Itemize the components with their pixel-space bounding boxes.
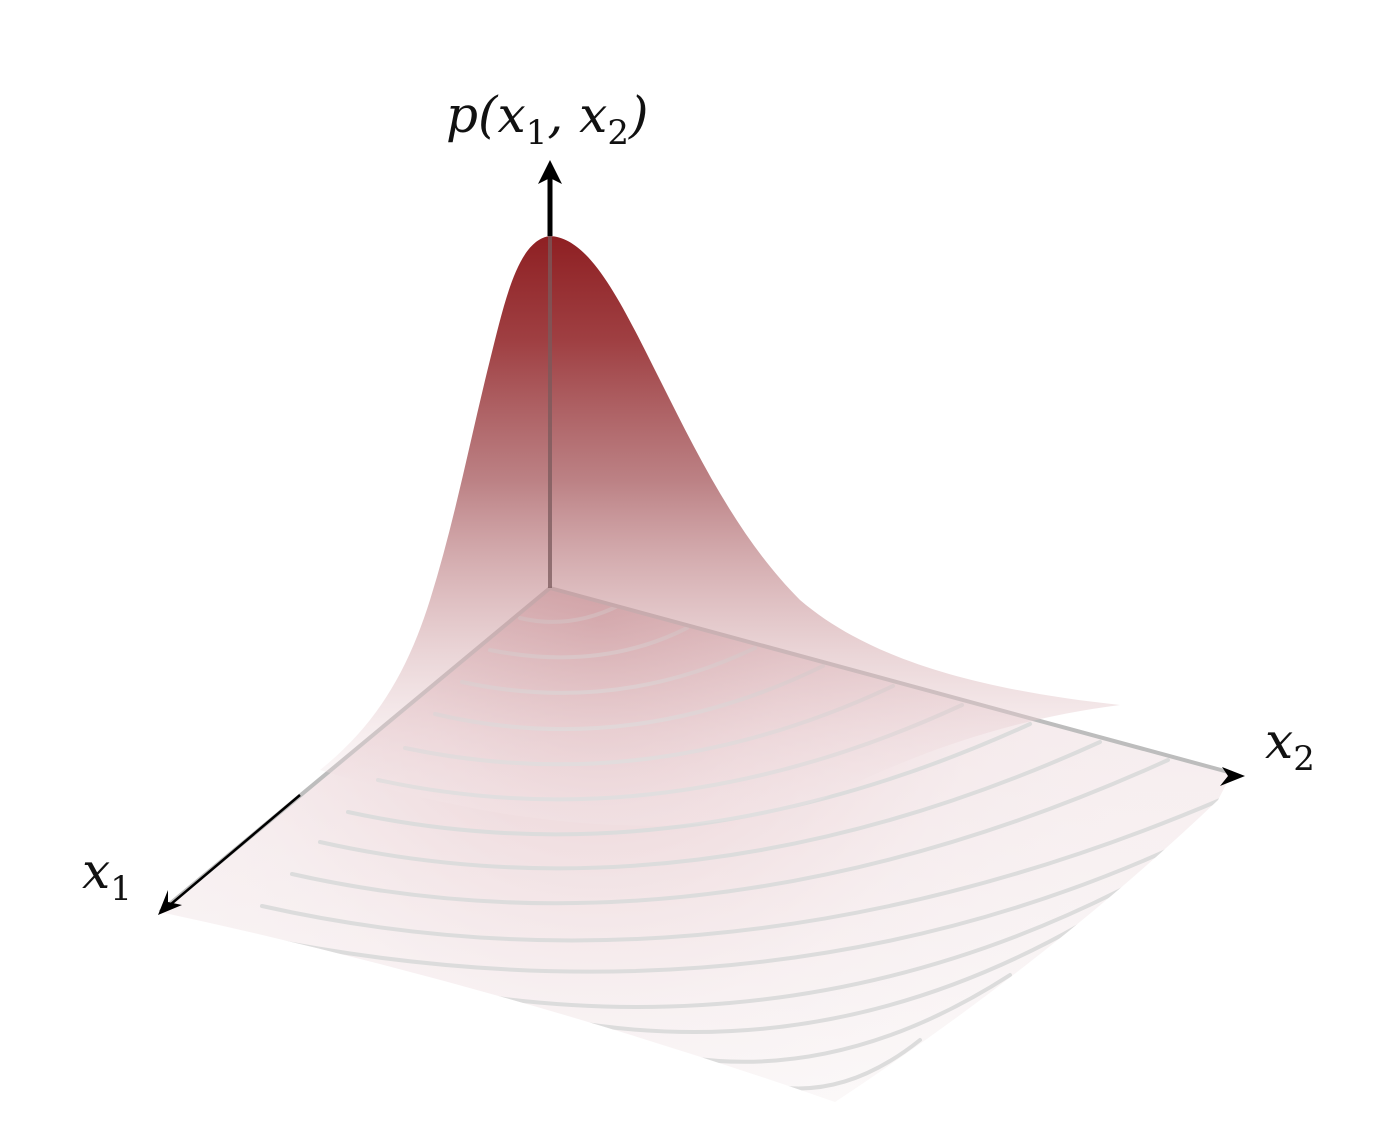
x1-axis-line — [163, 794, 301, 911]
density-peak-surface — [320, 236, 1120, 826]
x2-axis-arrowhead — [1220, 767, 1245, 786]
x1-axis-label: x1 — [82, 842, 132, 909]
x1-axis-arrowhead — [158, 890, 182, 915]
x2-axis-label: x2 — [1265, 712, 1315, 779]
z-axis-label: p(x1, x2) — [446, 86, 649, 153]
z-axis-arrowhead — [538, 160, 562, 184]
